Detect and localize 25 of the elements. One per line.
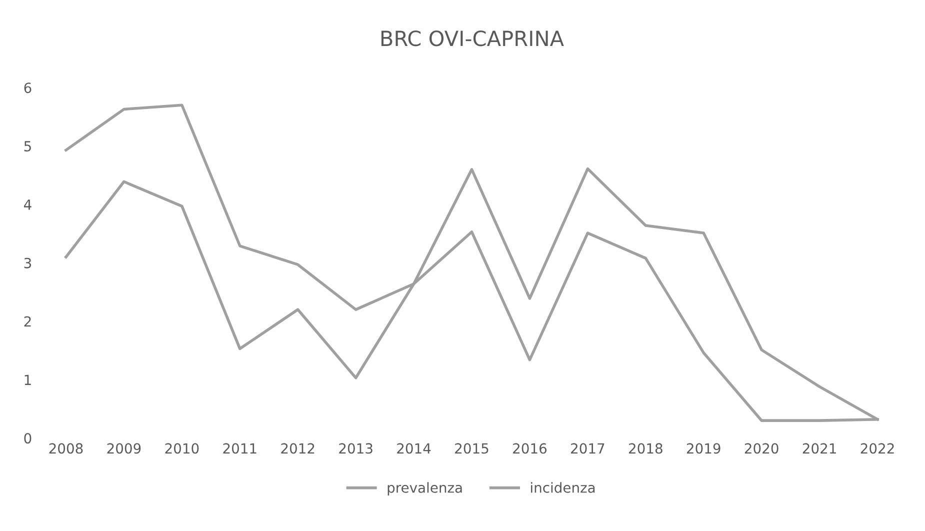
x-tick-label: 2018 bbox=[628, 443, 662, 454]
x-tick-label: 2017 bbox=[571, 443, 604, 454]
x-tick-label: 2020 bbox=[744, 443, 778, 454]
x-tick-label: 2022 bbox=[860, 443, 894, 454]
chart-title: BRC OVI-CAPRINA bbox=[381, 30, 564, 46]
y-tick-label: 4 bbox=[24, 200, 32, 210]
y-tick-label: 0 bbox=[24, 433, 32, 444]
x-tick-label: 2009 bbox=[107, 443, 141, 454]
x-tick-label: 2015 bbox=[455, 443, 488, 454]
y-tick-label: 2 bbox=[24, 316, 31, 327]
legend-label: prevalenza bbox=[388, 482, 462, 496]
x-tick-label: 2013 bbox=[339, 443, 372, 454]
y-tick-label: 6 bbox=[24, 82, 32, 94]
y-tick-label: 1 bbox=[24, 374, 31, 385]
legend-label: incidenza bbox=[531, 482, 595, 493]
x-tick-label: 2010 bbox=[165, 443, 199, 454]
x-tick-label: 2012 bbox=[281, 443, 314, 454]
x-tick-label: 2021 bbox=[802, 443, 836, 454]
x-tick-label: 2016 bbox=[513, 443, 547, 454]
x-tick-label: 2014 bbox=[397, 443, 431, 454]
x-tick-label: 2019 bbox=[686, 443, 720, 454]
x-tick-label: 2008 bbox=[49, 443, 83, 454]
y-tick-label: 3 bbox=[24, 258, 32, 268]
x-tick-label: 2011 bbox=[223, 443, 256, 454]
y-tick-label: 5 bbox=[24, 141, 31, 152]
